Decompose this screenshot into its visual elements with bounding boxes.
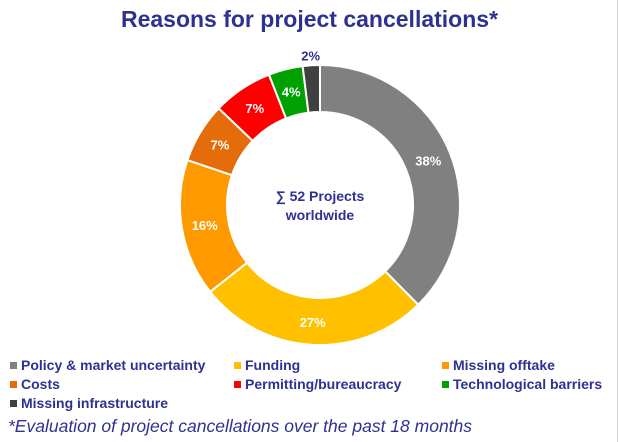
legend-item-1: Policy & market uncertainty	[10, 357, 205, 373]
legend-label: Missing infrastructure	[21, 395, 169, 411]
legend-swatch	[10, 399, 17, 407]
slice-label-4: 7%	[211, 137, 230, 152]
center-text-line-2: worldwide	[285, 207, 355, 223]
legend-item-4: Costs	[10, 376, 60, 392]
legend-swatch	[10, 380, 17, 388]
legend-swatch	[234, 380, 241, 388]
legend-item-3: Missing offtake	[442, 357, 555, 373]
donut-slice-2	[208, 261, 420, 346]
slice-label-5: 7%	[245, 101, 264, 116]
legend-label: Permitting/bureaucracy	[245, 376, 402, 392]
chart-footnote: *Evaluation of project cancellations ove…	[8, 416, 473, 436]
legend-label: Policy & market uncertainty	[21, 357, 206, 373]
chart-title: Reasons for project cancellations*	[120, 6, 499, 32]
legend-swatch	[234, 361, 241, 369]
slice-labels: 38% 27% 16% 7% 7% 4% 2%	[192, 48, 442, 329]
donut-slices	[179, 63, 461, 346]
legend-label: Costs	[21, 376, 60, 392]
legend-label: Funding	[245, 357, 301, 373]
slice-label-7: 2%	[301, 48, 320, 63]
center-text-line-1: ∑ 52 Projects	[276, 188, 365, 205]
legend-label: Technological barriers	[453, 376, 603, 392]
legend-swatch	[442, 361, 449, 369]
legend-label: Missing offtake	[453, 357, 555, 373]
chart-legend: Policy & market uncertainty Funding Missin…	[10, 357, 615, 415]
slice-label-2: 27%	[300, 315, 326, 330]
donut-slice-1	[319, 63, 461, 307]
donut-slice-7	[301, 63, 321, 114]
slice-label-3: 16%	[192, 218, 218, 233]
slice-label-1: 38%	[415, 154, 441, 169]
legend-item-2: Funding	[234, 357, 300, 373]
legend-item-6: Technological barriers	[442, 376, 602, 392]
legend-item-5: Permitting/bureaucracy	[234, 376, 401, 392]
slice-label-6: 4%	[282, 85, 301, 100]
donut-chart: 38% 27% 16% 7% 7% 4% 2% ∑ 52 Projects worldwid…	[179, 48, 461, 346]
legend-swatch	[442, 380, 449, 388]
legend-swatch	[10, 361, 17, 369]
legend-item-7: Missing infrastructure	[10, 395, 168, 411]
frame-border	[617, 0, 618, 442]
